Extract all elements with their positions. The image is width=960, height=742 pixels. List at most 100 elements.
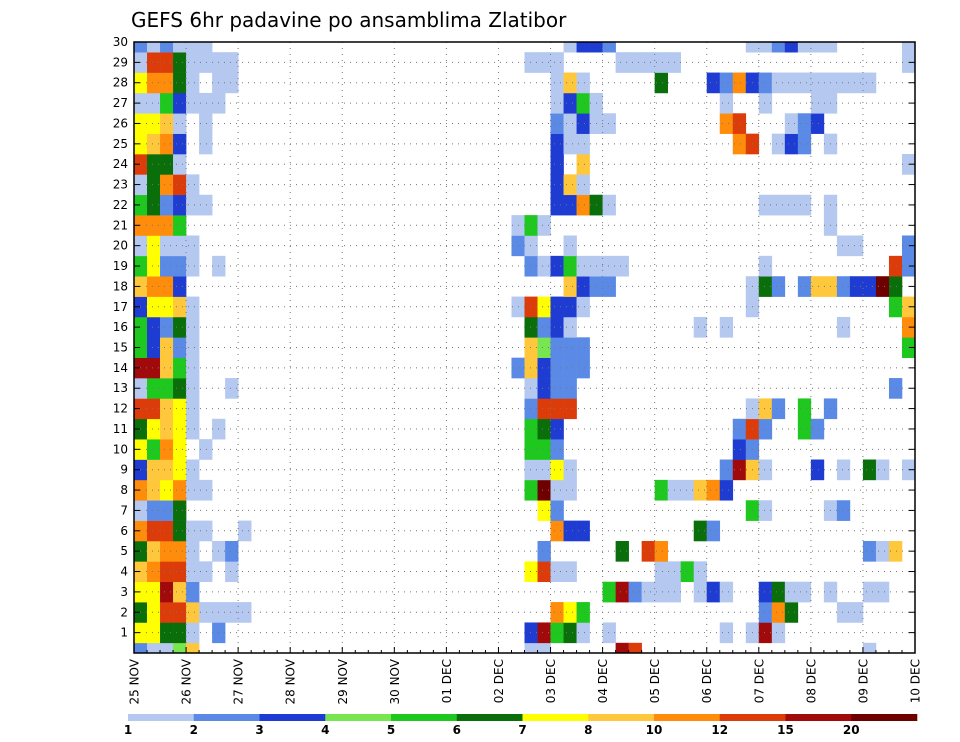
heatmap-cell	[186, 520, 200, 542]
y-tick-label: 23	[113, 178, 128, 192]
heatmap-cell	[719, 479, 734, 501]
heatmap-cell	[797, 42, 812, 53]
heatmap-cell	[719, 72, 734, 94]
heatmap-cell	[173, 337, 187, 358]
heatmap-cell	[849, 602, 864, 623]
heatmap-cell	[732, 418, 747, 440]
heatmap-cell	[173, 72, 187, 94]
heatmap-cell	[186, 255, 200, 277]
heatmap-cell	[641, 540, 655, 562]
heatmap-cell	[173, 357, 187, 379]
heatmap-cell	[888, 540, 903, 562]
heatmap-cell	[199, 52, 213, 73]
heatmap-cell	[550, 174, 564, 196]
heatmap-cell	[706, 479, 721, 501]
y-tick-label: 7	[120, 503, 128, 517]
y-tick-label: 22	[113, 198, 128, 212]
x-tick-label: 01 DEC	[440, 659, 454, 703]
heatmap-cell	[862, 581, 877, 603]
heatmap-cell	[160, 520, 174, 542]
heatmap-cell	[836, 72, 851, 94]
heatmap-cell	[563, 398, 577, 420]
heatmap-cell	[537, 296, 551, 318]
heatmap-cell	[173, 479, 187, 501]
heatmap-cell	[524, 622, 538, 644]
heatmap-cell	[173, 52, 187, 73]
heatmap-cell	[615, 540, 629, 562]
heatmap-cell	[147, 459, 161, 481]
heatmap-cell	[784, 133, 799, 155]
y-tick-label: 29	[113, 55, 128, 69]
heatmap-cell	[758, 92, 773, 114]
colorbar-label: 7	[518, 723, 526, 737]
x-tick-label: 10 DEC	[909, 659, 923, 703]
x-tick-label: 30 NOV	[388, 658, 402, 704]
heatmap-cell	[641, 52, 655, 73]
heatmap-cell	[134, 42, 148, 53]
heatmap-cell	[563, 479, 577, 501]
heatmap-cell	[888, 296, 903, 318]
heatmap-cell	[550, 561, 564, 583]
heatmap-cell	[173, 92, 187, 114]
heatmap-cell	[537, 500, 551, 521]
heatmap-cell	[563, 72, 577, 94]
heatmap-cell	[160, 439, 174, 460]
heatmap-cell	[680, 561, 695, 583]
heatmap-cell	[563, 92, 577, 114]
heatmap-cell	[602, 276, 616, 297]
heatmap-cell	[199, 133, 213, 155]
heatmap-cell	[563, 296, 577, 318]
colorbar-swatch	[654, 714, 721, 721]
heatmap-cell	[771, 72, 786, 94]
heatmap-cell	[654, 540, 668, 562]
heatmap-cell	[797, 194, 812, 216]
heatmap-cell	[875, 540, 890, 562]
heatmap-cell	[771, 602, 786, 623]
heatmap-cell	[797, 133, 812, 155]
heatmap-cell	[147, 602, 161, 623]
heatmap-cell	[173, 42, 187, 53]
heatmap-cell	[745, 42, 760, 53]
x-tick-label: 25 NOV	[128, 658, 142, 704]
heatmap-cell	[537, 418, 551, 440]
heatmap-cell	[186, 642, 200, 654]
colorbar-swatch	[719, 714, 786, 721]
heatmap-cell	[771, 398, 786, 420]
y-tick-label: 20	[113, 239, 128, 253]
heatmap-cell	[550, 418, 564, 440]
heatmap-cell	[758, 398, 773, 420]
heatmap-cell	[147, 398, 161, 420]
heatmap-cell	[147, 174, 161, 196]
heatmap-cell	[524, 642, 538, 654]
heatmap-cell	[537, 357, 551, 379]
y-tick-label: 9	[120, 463, 128, 477]
heatmap-cell	[524, 316, 538, 338]
heatmap-cell	[160, 540, 174, 562]
colorbar-swatch	[588, 714, 655, 721]
heatmap-cell	[563, 42, 577, 53]
heatmap-cell	[706, 581, 721, 603]
heatmap-cell	[771, 194, 786, 216]
y-tick-label: 16	[113, 320, 128, 334]
heatmap-cell	[524, 378, 538, 399]
heatmap-cell	[615, 581, 629, 603]
heatmap-cell	[550, 92, 564, 114]
heatmap-cell	[147, 235, 161, 257]
heatmap-cell	[810, 113, 825, 134]
colorbar-label: 5	[387, 723, 395, 737]
heatmap-cell	[550, 439, 564, 460]
y-tick-label: 27	[113, 96, 128, 110]
heatmap-cell	[875, 276, 890, 297]
heatmap-cell	[186, 316, 200, 338]
heatmap-cell	[160, 581, 174, 603]
heatmap-cell	[147, 215, 161, 236]
heatmap-cell	[576, 194, 590, 216]
heatmap-cell	[862, 276, 877, 297]
heatmap-cell	[758, 42, 773, 53]
heatmap-cell	[758, 459, 773, 481]
heatmap-cell	[563, 622, 577, 644]
y-tick-label: 30	[113, 35, 128, 49]
heatmap-cell	[225, 561, 239, 583]
heatmap-cell	[719, 92, 734, 114]
heatmap-cell	[719, 316, 734, 338]
